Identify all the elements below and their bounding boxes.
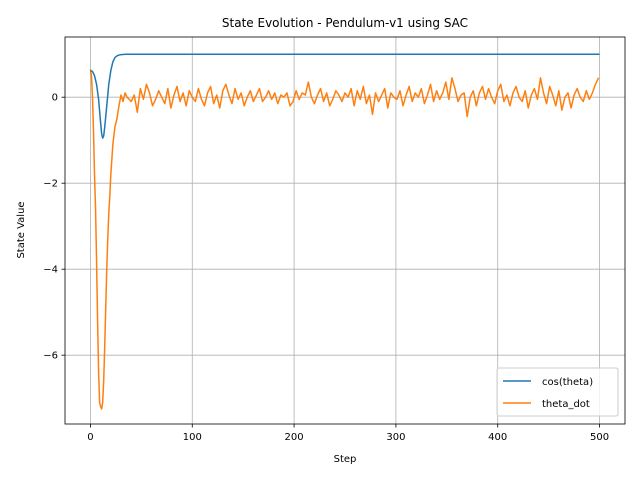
legend-text-theta-dot: theta_dot <box>542 399 590 410</box>
y-tick-label: −2 <box>43 179 58 190</box>
legend-text-cos-theta: cos(theta) <box>542 377 593 388</box>
y-axis-label: State Value <box>16 201 27 258</box>
x-tick-label: 200 <box>285 432 304 443</box>
axes-frame <box>64 36 626 425</box>
y-axis-ticks: −6 −4 −2 0 <box>43 93 65 362</box>
legend: cos(theta) theta_dot <box>496 367 619 417</box>
grid <box>65 37 625 424</box>
y-tick-label: 0 <box>52 93 58 104</box>
x-tick-label: 300 <box>386 432 405 443</box>
series-line-cos-theta- <box>90 53 600 139</box>
chart-title: State Evolution - Pendulum-v1 using SAC <box>222 16 468 30</box>
series-line-theta-dot <box>89 69 600 410</box>
x-axis-label: Step <box>334 454 357 465</box>
y-tick-label: −6 <box>43 351 58 362</box>
x-axis-ticks: 0 100 200 300 400 500 <box>87 424 609 443</box>
x-tick-label: 0 <box>87 432 93 443</box>
plot-area <box>89 53 600 410</box>
x-tick-label: 500 <box>590 432 609 443</box>
x-tick-label: 400 <box>488 432 507 443</box>
y-tick-label: −4 <box>43 265 58 276</box>
legend-box <box>496 367 619 417</box>
x-tick-label: 100 <box>183 432 202 443</box>
